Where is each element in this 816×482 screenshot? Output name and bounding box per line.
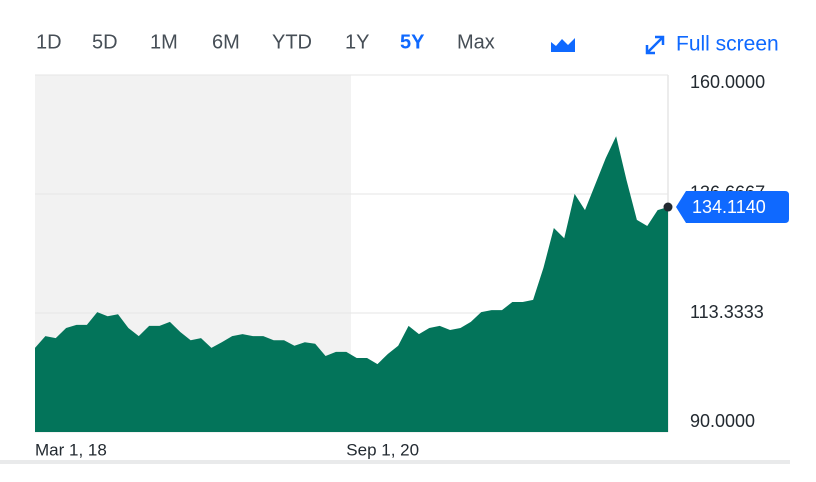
marks: [35, 136, 668, 432]
y-tick-label: 160.0000: [690, 72, 765, 92]
y-tick-label: 113.3333: [690, 302, 764, 322]
x-tick-label: Sep 1, 20: [346, 440, 419, 459]
full-screen-icon: [645, 35, 665, 55]
price-label: 134.1140: [692, 197, 766, 217]
range-tab[interactable]: 5D: [92, 31, 118, 53]
range-tab[interactable]: 6M: [212, 31, 240, 53]
full-screen-label: Full screen: [676, 33, 779, 56]
range-tab[interactable]: 5Y: [400, 31, 425, 53]
range-tab[interactable]: Max: [457, 31, 495, 53]
full-screen-button[interactable]: Full screen: [645, 33, 779, 56]
x-tick-label: Mar 1, 18: [35, 440, 107, 459]
price-area: [35, 136, 668, 432]
range-tab[interactable]: YTD: [272, 31, 312, 53]
range-tab[interactable]: 1D: [36, 31, 62, 53]
chart-type-button[interactable]: [551, 38, 575, 52]
range-tabs: 1D 5D 1M 6M YTD 1Y 5Y Max: [36, 31, 495, 53]
last-point: [663, 202, 673, 212]
area-icon: [551, 38, 575, 52]
range-tab[interactable]: 1Y: [345, 31, 369, 53]
y-tick-label: 90.0000: [690, 411, 755, 431]
price-badge: [676, 191, 789, 224]
separator: [0, 460, 790, 464]
range-tab[interactable]: 1M: [150, 31, 178, 53]
